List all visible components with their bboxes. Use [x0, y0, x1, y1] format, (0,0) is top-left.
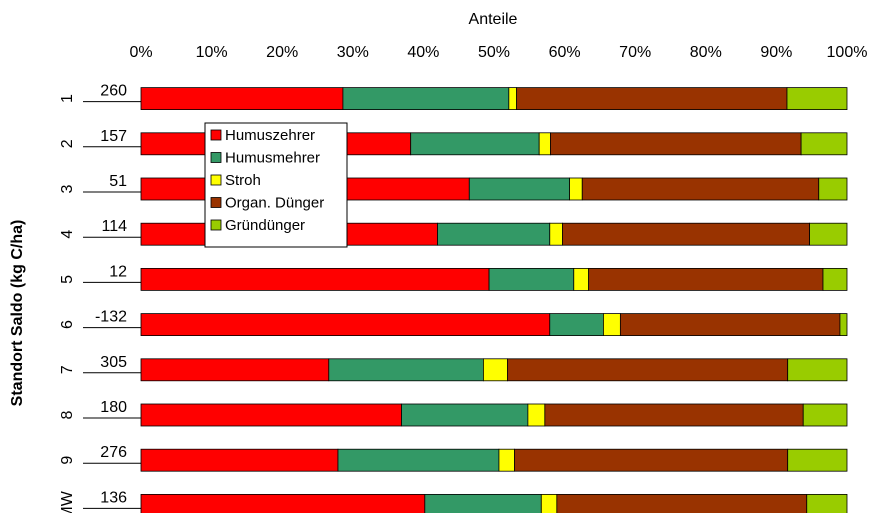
bar-segment — [556, 493, 808, 513]
category-labels: 260 1 157 2 51 3 114 4 12 5 -132 6 305 7 180 8 276 9 136 MW — [59, 83, 141, 513]
bar-segment — [839, 313, 848, 337]
bar-segment — [488, 267, 575, 291]
x-tick-label: 90% — [760, 44, 792, 61]
legend-label: Stroh — [225, 172, 261, 189]
legend-swatch — [210, 219, 222, 231]
saldo-value: 276 — [100, 444, 127, 461]
legend-label: Humuszehrer — [225, 127, 315, 144]
bar-segment — [401, 403, 529, 427]
bar-segment — [549, 313, 604, 337]
bar-segment — [581, 177, 820, 201]
saldo-value: 136 — [100, 489, 127, 506]
saldo-value: 51 — [109, 173, 127, 190]
saldo-value: 180 — [100, 399, 127, 416]
category-label: 2 — [59, 139, 76, 148]
saldo-value: 12 — [109, 263, 127, 280]
category-label: 9 — [59, 456, 76, 465]
bar-segment — [806, 493, 848, 513]
bar-segment — [468, 177, 570, 201]
bar-segment — [540, 493, 558, 513]
bar-segment — [516, 87, 788, 110]
legend-label: Organ. Dünger — [225, 195, 324, 212]
bar-segment — [437, 222, 551, 246]
saldo-value: 260 — [100, 83, 127, 100]
category-label: 1 — [59, 94, 76, 103]
x-tick-label: 60% — [549, 44, 581, 61]
bar-segment — [802, 403, 848, 427]
bar-segment — [549, 222, 563, 246]
legend-swatch — [210, 152, 222, 163]
x-tick-label: 40% — [407, 44, 439, 61]
legend-box — [204, 122, 348, 248]
x-tick-labels: 0% 10% 20% 30% 40% 50% 60% 70% 80% 90% 100% — [129, 44, 867, 61]
category-label: 8 — [59, 410, 76, 419]
bar-segment — [140, 87, 344, 110]
y-axis-label: Standort Saldo (kg C/ha) — [9, 220, 26, 407]
x-tick-label: 30% — [337, 44, 369, 61]
bar-segment — [800, 132, 848, 156]
legend-label: Gründünger — [225, 217, 305, 234]
bar-segment — [507, 358, 789, 382]
saldo-value: -132 — [95, 309, 127, 326]
bar-segment — [483, 358, 508, 382]
bar-segment — [822, 267, 848, 291]
bar-segment — [140, 267, 490, 291]
saldo-value: 114 — [101, 218, 127, 235]
bar-segment — [508, 87, 517, 110]
legend-label: Humusmehrer — [225, 150, 320, 167]
legend-swatch — [210, 129, 222, 141]
bar-segment — [140, 403, 402, 427]
bar-segment — [140, 493, 426, 513]
bar-segment — [337, 448, 500, 472]
category-label: 4 — [59, 230, 76, 239]
bar-segment — [342, 87, 510, 110]
bar-segment — [569, 177, 583, 201]
x-axis-label: Anteile — [469, 11, 518, 28]
bar-segment — [619, 313, 841, 337]
bar-segment — [786, 87, 848, 110]
bar-segment — [573, 267, 590, 291]
x-tick-label: 100% — [827, 44, 868, 61]
bar-segment — [787, 358, 848, 382]
bar-segment — [328, 358, 484, 382]
bar-segment — [498, 448, 515, 472]
bar-segment — [562, 222, 810, 246]
bar-segment — [603, 313, 621, 337]
category-label: 7 — [59, 365, 76, 374]
bar-segment — [809, 222, 848, 246]
x-tick-label: 80% — [690, 44, 722, 61]
saldo-value: 305 — [100, 354, 127, 371]
legend: Humuszehrer Humusmehrer Stroh Organ. Dünger… — [204, 122, 348, 248]
saldo-value: 157 — [100, 128, 127, 145]
bar-segment — [544, 403, 804, 427]
x-tick-label: 70% — [619, 44, 651, 61]
bar-segment — [527, 403, 546, 427]
x-tick-label: 10% — [196, 44, 228, 61]
bar-segment — [140, 313, 551, 337]
bar-segment — [538, 132, 551, 156]
bar-segment — [140, 448, 339, 472]
x-tick-label: 50% — [478, 44, 510, 61]
legend-swatch — [210, 197, 222, 208]
bar-segment — [424, 493, 542, 513]
legend-swatch — [210, 174, 222, 186]
category-label: 6 — [59, 320, 76, 329]
x-tick-label: 20% — [266, 44, 298, 61]
category-label: 3 — [59, 184, 76, 193]
category-label: MW — [59, 490, 76, 513]
bar-segment — [588, 267, 824, 291]
bar-segment — [818, 177, 848, 201]
bar-segment — [550, 132, 802, 156]
category-label: 5 — [59, 275, 76, 284]
bar-segment — [410, 132, 540, 156]
bar-segment — [514, 448, 789, 472]
bar-segment — [787, 448, 848, 472]
bar-segment — [140, 358, 330, 382]
x-tick-label: 0% — [129, 44, 152, 61]
